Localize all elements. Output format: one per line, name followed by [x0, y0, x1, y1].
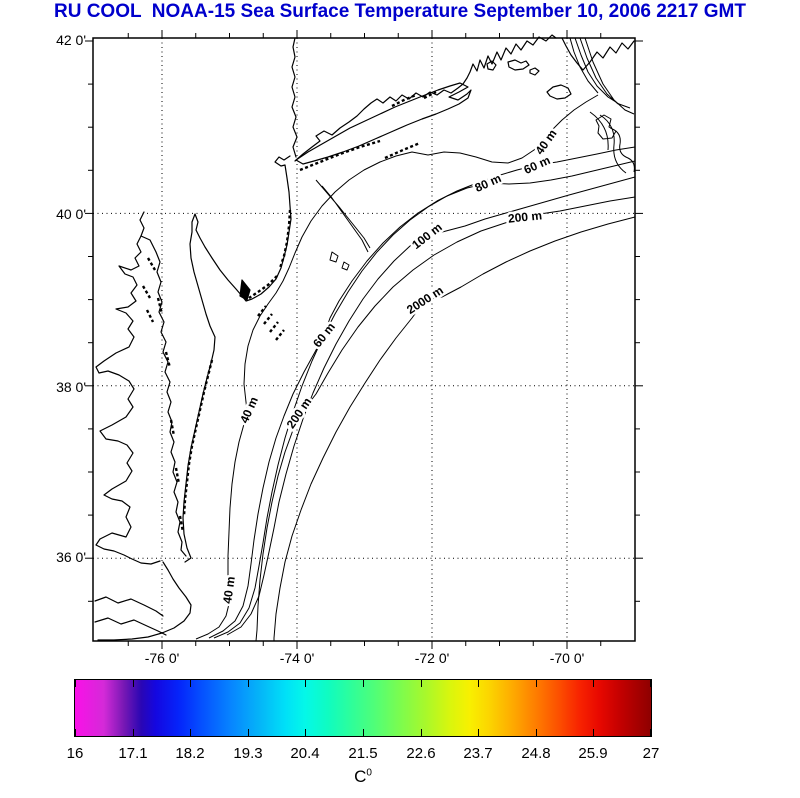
coastline-virginia-nc — [94, 561, 192, 641]
cape-may-point — [239, 279, 251, 301]
contour-label-80m: 80 m — [473, 171, 504, 195]
contour-label-200m-ne: 200 m — [507, 208, 542, 225]
colorbar-tick-mark — [363, 680, 364, 687]
contour-80m-line — [213, 160, 636, 639]
colorbar-label-20-4: 20.4 — [290, 745, 320, 762]
chesapeake-east-shore — [140, 235, 187, 557]
coastline-layer — [94, 34, 635, 641]
lat-label-36: 36 0' — [56, 549, 86, 565]
coastline-newengland — [294, 34, 557, 162]
graticule-gridlines — [93, 38, 635, 641]
contour-label-2000m: 2000 m — [404, 283, 446, 317]
bathymetry-contour-layer — [195, 37, 636, 642]
island-small — [529, 67, 540, 76]
lon-label-70: -70 0' — [550, 650, 585, 666]
colorbar-tick-mark — [190, 729, 192, 736]
contour-label-40m-mid: 40 m — [237, 395, 261, 426]
colorbar-label-17-1: 17.1 — [118, 745, 148, 762]
contour-label-200m-mid: 200 m — [284, 395, 315, 431]
colorbar-tick-mark — [420, 729, 422, 736]
contour-40m-line — [195, 94, 599, 640]
ct-coast-hatch — [391, 90, 437, 108]
axis-ticks — [85, 30, 643, 649]
map-frame — [92, 37, 636, 642]
colorbar-tick-mark — [478, 680, 480, 687]
li-south-shoal-hatch — [299, 139, 421, 172]
colorbar-label-19-3: 19.3 — [233, 745, 263, 762]
colorbar-tick-mark — [535, 729, 537, 736]
island-nantucket — [546, 84, 572, 100]
colorbar-tick-mark — [650, 729, 651, 736]
colorbar-gradient — [75, 680, 651, 736]
island-marthas-vineyard — [507, 59, 530, 71]
contour-label-60m-mid: 60 m — [310, 320, 338, 350]
colorbar-tick-mark — [420, 680, 422, 687]
colorbar-tick-mark — [132, 729, 134, 736]
contour-60m-line — [208, 146, 636, 639]
hudson-river — [291, 37, 298, 158]
colorbar-label-27: 27 — [642, 745, 660, 762]
colorbar — [74, 679, 652, 737]
colorbar-tick-mark — [190, 680, 192, 687]
colorbar-tick-mark — [535, 680, 537, 687]
delmarva-barrier-hatch — [182, 359, 214, 517]
coastline-long-island — [295, 82, 472, 165]
depth-contour-labels: 40 m 60 m 80 m 200 m 100 m 2000 m 60 m 2… — [218, 124, 562, 607]
page-title: RU COOL NOAA-15 Sea Surface Temperature … — [53, 1, 746, 22]
contour-200m-line — [255, 196, 636, 642]
contour-label-40m-south: 40 m — [220, 575, 238, 604]
colorbar-label-25-9: 25.9 — [578, 745, 608, 762]
colorbar-tick-mark — [132, 680, 134, 687]
island-block — [486, 60, 497, 71]
colorbar-label-18-2: 18.2 — [175, 745, 205, 762]
colorbar-tick-mark — [305, 680, 307, 687]
axis-tick-labels: 42 0' 40 0' 38 0' 36 0' -76 0' -74 0' -7… — [56, 32, 584, 666]
coastline-nj-delaware-delmarva — [182, 155, 292, 563]
coastline-capecod — [561, 37, 635, 71]
lon-label-72: -72 0' — [415, 650, 450, 666]
colorbar-tick-mark — [247, 680, 249, 687]
contour-label-100m: 100 m — [409, 220, 444, 252]
contour-2000m-line — [273, 216, 636, 641]
barrier-island-hatching — [141, 90, 437, 533]
colorbar-tick-mark — [650, 680, 651, 687]
colorbar-label-22-6: 22.6 — [406, 745, 436, 762]
colorbar-tick-mark — [75, 680, 76, 687]
colorbar-tick-mark — [478, 729, 480, 736]
colorbar-label-21-5: 21.5 — [348, 745, 378, 762]
lon-label-74: -74 0' — [280, 650, 315, 666]
hudson-shelf-valley-contours — [315, 179, 371, 271]
colorbar-label-16: 16 — [66, 745, 84, 762]
colorbar-unit-letter: C — [354, 767, 367, 786]
contour-100m-line — [226, 176, 636, 636]
colorbar-tick-mark — [75, 729, 76, 736]
contour-label-60m-ne: 60 m — [522, 153, 553, 177]
lat-label-38: 38 0' — [56, 379, 86, 395]
lat-label-40: 40 0' — [56, 206, 86, 222]
nj-barrier-hatch — [248, 209, 292, 299]
chesapeake-marsh-hatch — [141, 257, 185, 533]
colorbar-tick-mark — [247, 729, 249, 736]
chesapeake-west-shore — [95, 211, 161, 565]
colorbar-label-23-7: 23.7 — [463, 745, 493, 762]
lon-label-76: -76 0' — [145, 650, 180, 666]
colorbar-label-24-8: 24.8 — [521, 745, 551, 762]
colorbar-unit-superscript: 0 — [366, 767, 372, 779]
lat-label-42: 42 0' — [56, 32, 86, 48]
delaware-shoal-hatch — [257, 305, 285, 341]
colorbar-tick-mark — [593, 680, 595, 687]
colorbar-tick-mark — [363, 729, 364, 736]
colorbar-tick-mark — [305, 729, 307, 736]
colorbar-unit: C0 — [333, 767, 393, 787]
nantucket-shoals-contours — [569, 37, 635, 174]
colorbar-tick-mark — [593, 729, 595, 736]
